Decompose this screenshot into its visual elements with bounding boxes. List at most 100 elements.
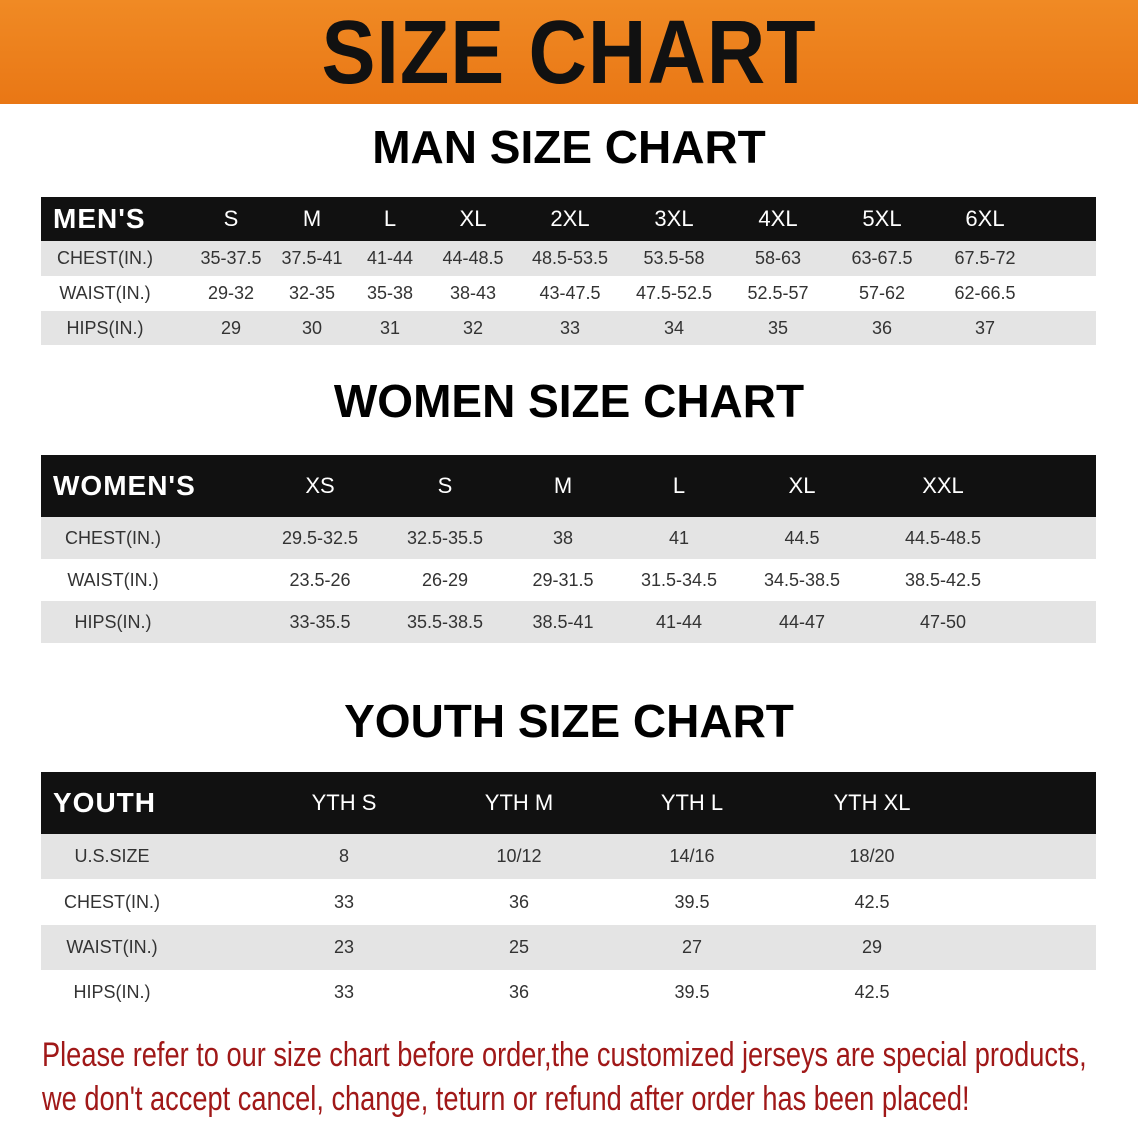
measurement-value: 31 <box>379 317 401 338</box>
measurement-value: 33 <box>333 891 355 912</box>
size-header-cell: 3XL <box>654 206 694 231</box>
table-header-row: MEN'S S M L XL 2XL 3XL 4XL 5XL 6XL <box>41 197 1096 241</box>
measurement-value: 33 <box>559 317 581 338</box>
measurement-value: 34 <box>663 317 685 338</box>
measurement-value: 35 <box>767 317 789 338</box>
measurement-label: CHEST(IN.) <box>64 891 160 912</box>
measurement-value: 47.5-52.5 <box>635 283 713 303</box>
measurement-label: U.S.SIZE <box>74 846 150 866</box>
table-title-cell: WOMEN'S <box>53 470 196 501</box>
table-row: CHEST(IN.) 33 36 39.5 42.5 <box>41 879 1096 925</box>
table-header-row: YOUTH YTH S YTH M YTH L YTH XL <box>41 772 1096 834</box>
measurement-value: 31.5-34.5 <box>640 569 718 590</box>
measurement-value: 37 <box>974 317 996 338</box>
table-title-cell: MEN'S <box>53 203 146 234</box>
measurement-value: 44-48.5 <box>442 248 504 268</box>
measurement-value: 33-35.5 <box>289 611 351 632</box>
measurement-value: 41-44 <box>655 611 703 632</box>
measurement-value: 25 <box>508 937 530 957</box>
measurement-value: 53.5-58 <box>643 248 705 268</box>
size-header-cell: 5XL <box>862 206 902 231</box>
measurement-value: 30 <box>301 317 323 338</box>
women-size-table: WOMEN'S XS S M L XL XXL CHEST(IN.) 29.5-32.5 32.5… <box>41 455 1096 643</box>
men-section-title: MAN SIZE CHART <box>372 121 766 173</box>
measurement-value: 42.5 <box>854 982 890 1002</box>
size-header-cell: S <box>437 473 453 498</box>
measurement-value: 29 <box>861 937 883 957</box>
measurement-value: 36 <box>508 891 530 912</box>
size-header-cell: YTH S <box>311 790 377 815</box>
measurement-value: 43-47.5 <box>539 283 601 303</box>
table-row: CHEST(IN.) 35-37.5 37.5-41 41-44 44-48.5 48.5… <box>41 241 1096 276</box>
measurement-label: WAIST(IN.) <box>66 937 158 957</box>
measurement-value: 67.5-72 <box>954 248 1016 268</box>
table-title-cell: YOUTH <box>53 787 156 818</box>
size-header-cell: M <box>302 206 322 231</box>
size-header-cell: YTH L <box>660 790 724 815</box>
measurement-value: 41-44 <box>366 248 414 268</box>
table-row: HIPS(IN.) 33-35.5 35.5-38.5 38.5-41 41-44 44-… <box>41 601 1096 643</box>
measurement-label: CHEST(IN.) <box>57 248 153 268</box>
table-row: HIPS(IN.) 33 36 39.5 42.5 <box>41 970 1096 1015</box>
measurement-value: 26-29 <box>421 569 469 590</box>
measurement-value: 39.5 <box>674 982 710 1002</box>
size-header-cell: YTH M <box>484 790 554 815</box>
size-header-cell: XS <box>305 473 335 498</box>
measurement-value: 27 <box>681 937 703 957</box>
measurement-label: CHEST(IN.) <box>65 527 161 548</box>
measurement-value: 23.5-26 <box>289 569 351 590</box>
measurement-value: 39.5 <box>674 891 710 912</box>
measurement-value: 47-50 <box>919 611 967 632</box>
measurement-label: WAIST(IN.) <box>59 283 151 303</box>
size-header-cell: M <box>553 473 573 498</box>
measurement-value: 23 <box>333 937 355 957</box>
measurement-value: 41 <box>668 527 690 548</box>
measurement-value: 52.5-57 <box>747 283 809 303</box>
measurement-value: 38.5-42.5 <box>904 569 982 590</box>
measurement-value: 36 <box>508 982 530 1002</box>
size-header-cell: XXL <box>922 473 964 498</box>
table-row: HIPS(IN.) 29 30 31 32 33 34 35 36 37 <box>41 311 1096 345</box>
measurement-value: 14/16 <box>669 846 715 866</box>
measurement-label: WAIST(IN.) <box>67 569 159 590</box>
measurement-value: 38-43 <box>449 283 497 303</box>
table-row: CHEST(IN.) 29.5-32.5 32.5-35.5 38 41 44.5 44.5… <box>41 517 1096 559</box>
measurement-value: 18/20 <box>849 846 895 866</box>
size-header-cell: S <box>223 206 239 231</box>
youth-size-table: YOUTH YTH S YTH M YTH L YTH XL U.S.SIZE 8 10/12… <box>41 772 1096 1015</box>
size-header-cell: 6XL <box>965 206 1005 231</box>
size-header-cell: 2XL <box>550 206 590 231</box>
measurement-value: 62-66.5 <box>954 283 1016 303</box>
table-row: WAIST(IN.) 23.5-26 26-29 29-31.5 31.5-34.5 34… <box>41 559 1096 601</box>
size-header-cell: L <box>672 473 686 498</box>
measurement-value: 38.5-41 <box>532 611 594 632</box>
banner: SIZE CHART <box>0 0 1138 104</box>
table-header-row: WOMEN'S XS S M L XL XXL <box>41 455 1096 517</box>
measurement-value: 33 <box>333 982 355 1002</box>
measurement-value: 37.5-41 <box>281 248 343 268</box>
measurement-value: 35-37.5 <box>200 248 262 268</box>
measurement-value: 32 <box>462 317 484 338</box>
measurement-value: 48.5-53.5 <box>531 248 609 268</box>
size-header-cell: XL <box>459 206 487 231</box>
measurement-value: 44.5 <box>784 527 820 548</box>
measurement-label: HIPS(IN.) <box>73 982 151 1002</box>
table-row: WAIST(IN.) 29-32 32-35 35-38 38-43 43-47.5 47.… <box>41 276 1096 311</box>
measurement-value: 35-38 <box>366 283 414 303</box>
measurement-value: 34.5-38.5 <box>763 569 841 590</box>
measurement-value: 35.5-38.5 <box>406 611 484 632</box>
measurement-value: 42.5 <box>854 891 890 912</box>
measurement-label: HIPS(IN.) <box>66 317 144 338</box>
measurement-value: 57-62 <box>858 283 906 303</box>
measurement-value: 36 <box>871 317 893 338</box>
measurement-value: 29.5-32.5 <box>281 527 359 548</box>
measurement-value: 29-31.5 <box>532 569 594 590</box>
measurement-value: 38 <box>552 527 574 548</box>
size-header-cell: YTH XL <box>833 790 911 815</box>
size-header-cell: XL <box>788 473 816 498</box>
notice-line-2: we don't accept cancel, change, teturn o… <box>42 1080 970 1118</box>
measurement-value: 44-47 <box>778 611 826 632</box>
table-row: WAIST(IN.) 23 25 27 29 <box>41 925 1096 970</box>
youth-section-title: YOUTH SIZE CHART <box>344 695 794 747</box>
measurement-label: HIPS(IN.) <box>74 611 152 632</box>
